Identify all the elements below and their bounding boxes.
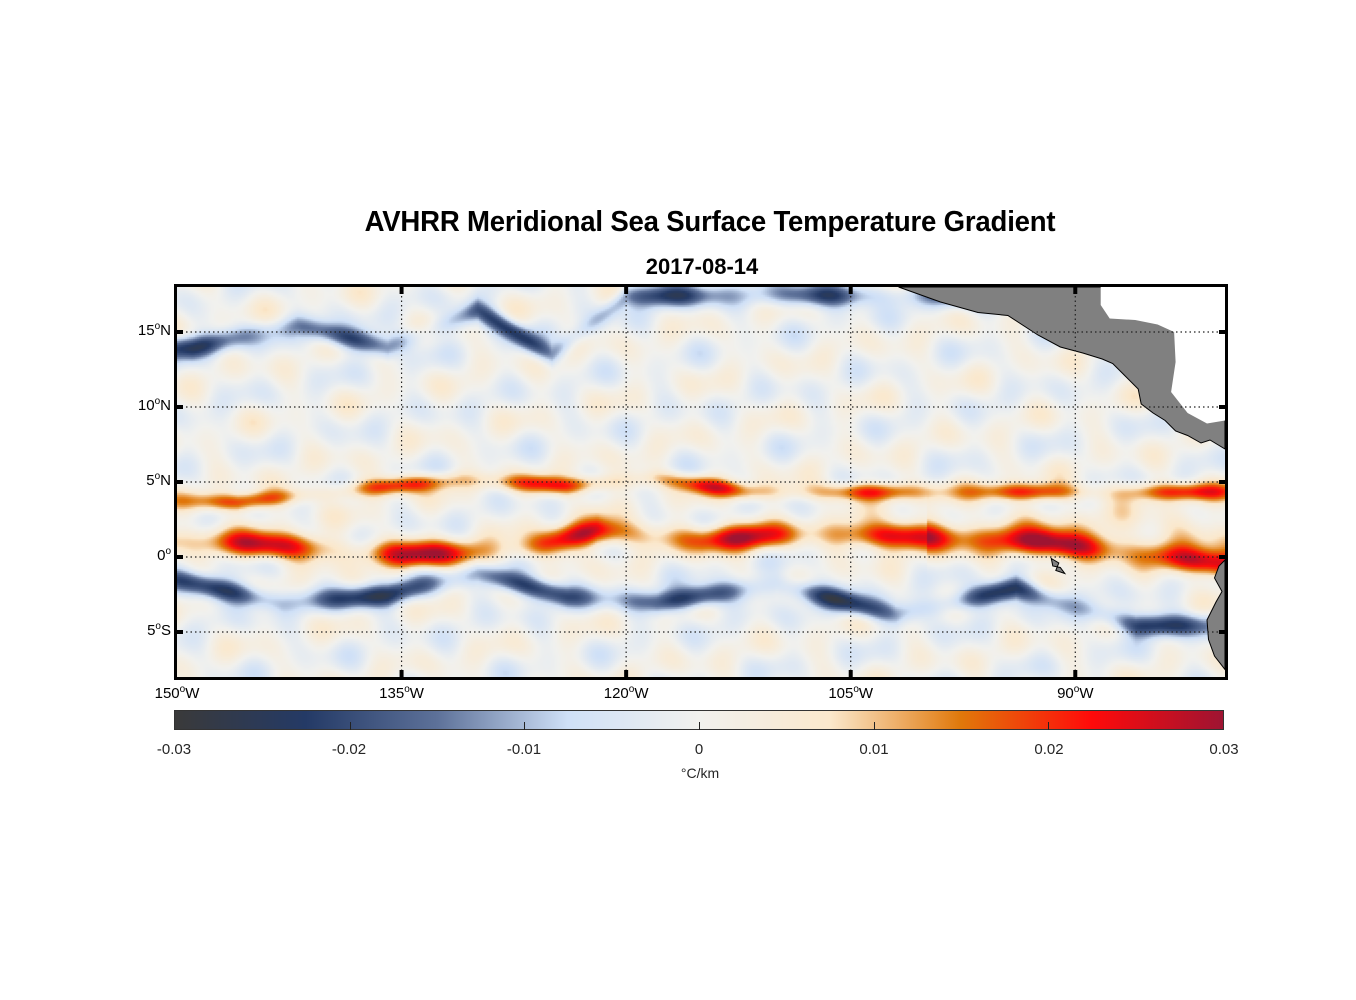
gridlines <box>177 287 1225 677</box>
lat-label: 5oN <box>111 471 171 489</box>
colorbar-unit-label: °C/km <box>680 765 720 781</box>
chart-title: AVHRR Meridional Sea Surface Temperature… <box>364 206 1056 238</box>
tick-label-hem: N <box>160 322 171 339</box>
colorbar-tick <box>699 722 700 730</box>
chart-subtitle: 2017-08-14 <box>645 254 759 279</box>
tick-label-deg: o <box>853 684 859 695</box>
tick-label-deg: o <box>165 546 171 557</box>
colorbar-tick-label: 0.03 <box>1209 741 1239 758</box>
colorbar-tick <box>349 722 351 730</box>
lat-label: 10oN <box>111 396 171 414</box>
galapagos-island <box>1050 557 1067 575</box>
tick-label-hem: W <box>634 685 649 702</box>
tick-label-hem: W <box>185 685 200 702</box>
tick-label-deg: o <box>628 684 635 695</box>
tick-label-num: 135 <box>379 685 405 702</box>
colorbar-tick <box>524 722 526 730</box>
lon-label: 120oW <box>586 684 666 702</box>
colorbar-tick-label: 0.01 <box>859 741 889 758</box>
tick-label-deg: o <box>1073 684 1080 695</box>
caribbean-coast-gap <box>1100 287 1225 424</box>
tick-label-hem: W <box>858 685 874 702</box>
colorbar-tick-label: -0.03 <box>156 741 192 758</box>
colorbar-tick-label: 0.02 <box>1034 741 1064 758</box>
map-overlay <box>174 284 1228 680</box>
tick-label-num: 0 <box>157 547 166 564</box>
map-plot-area <box>174 284 1228 680</box>
lon-label: 135oW <box>362 684 442 702</box>
lat-label: 15oN <box>111 321 171 339</box>
axis-ticks <box>174 284 1228 680</box>
central-america-land <box>898 286 1226 450</box>
tick-label-deg: o <box>404 684 410 695</box>
tick-label-deg: o <box>154 471 161 482</box>
colorbar-tick-label: -0.02 <box>331 741 367 758</box>
tick-label-num: 90 <box>1057 685 1074 702</box>
lon-label: 150oW <box>137 684 217 702</box>
tick-label-hem: N <box>160 472 171 489</box>
tick-label-num: 120 <box>603 685 629 702</box>
tick-label-deg: o <box>154 321 161 332</box>
tick-label-num: 105 <box>828 685 854 702</box>
lon-label: 105oW <box>811 684 891 702</box>
tick-label-deg: o <box>155 621 161 632</box>
colorbar-tick <box>873 722 875 730</box>
tick-label-num: 5 <box>147 622 156 639</box>
south-america-land <box>1206 558 1226 671</box>
land-masses <box>898 286 1226 671</box>
tick-label-num: 15 <box>137 322 155 339</box>
tick-label-deg: o <box>154 396 161 407</box>
tick-label-num: 150 <box>154 685 180 702</box>
tick-label-num: 10 <box>137 397 155 414</box>
tick-label-hem: W <box>409 685 424 702</box>
tick-label-hem: W <box>1079 685 1094 702</box>
tick-label-num: 5 <box>146 472 155 489</box>
tick-label-deg: o <box>179 684 186 695</box>
tick-label-hem: S <box>160 622 171 639</box>
colorbar-tick-label: -0.01 <box>506 741 542 758</box>
lat-label: 0o <box>111 546 171 564</box>
tick-label-hem: N <box>160 397 171 414</box>
colorbar-tick-label: 0 <box>694 741 704 758</box>
lon-label: 90oW <box>1035 684 1115 702</box>
colorbar <box>174 710 1224 730</box>
colorbar-tick <box>1048 722 1050 730</box>
lat-label: 5oS <box>111 621 171 639</box>
